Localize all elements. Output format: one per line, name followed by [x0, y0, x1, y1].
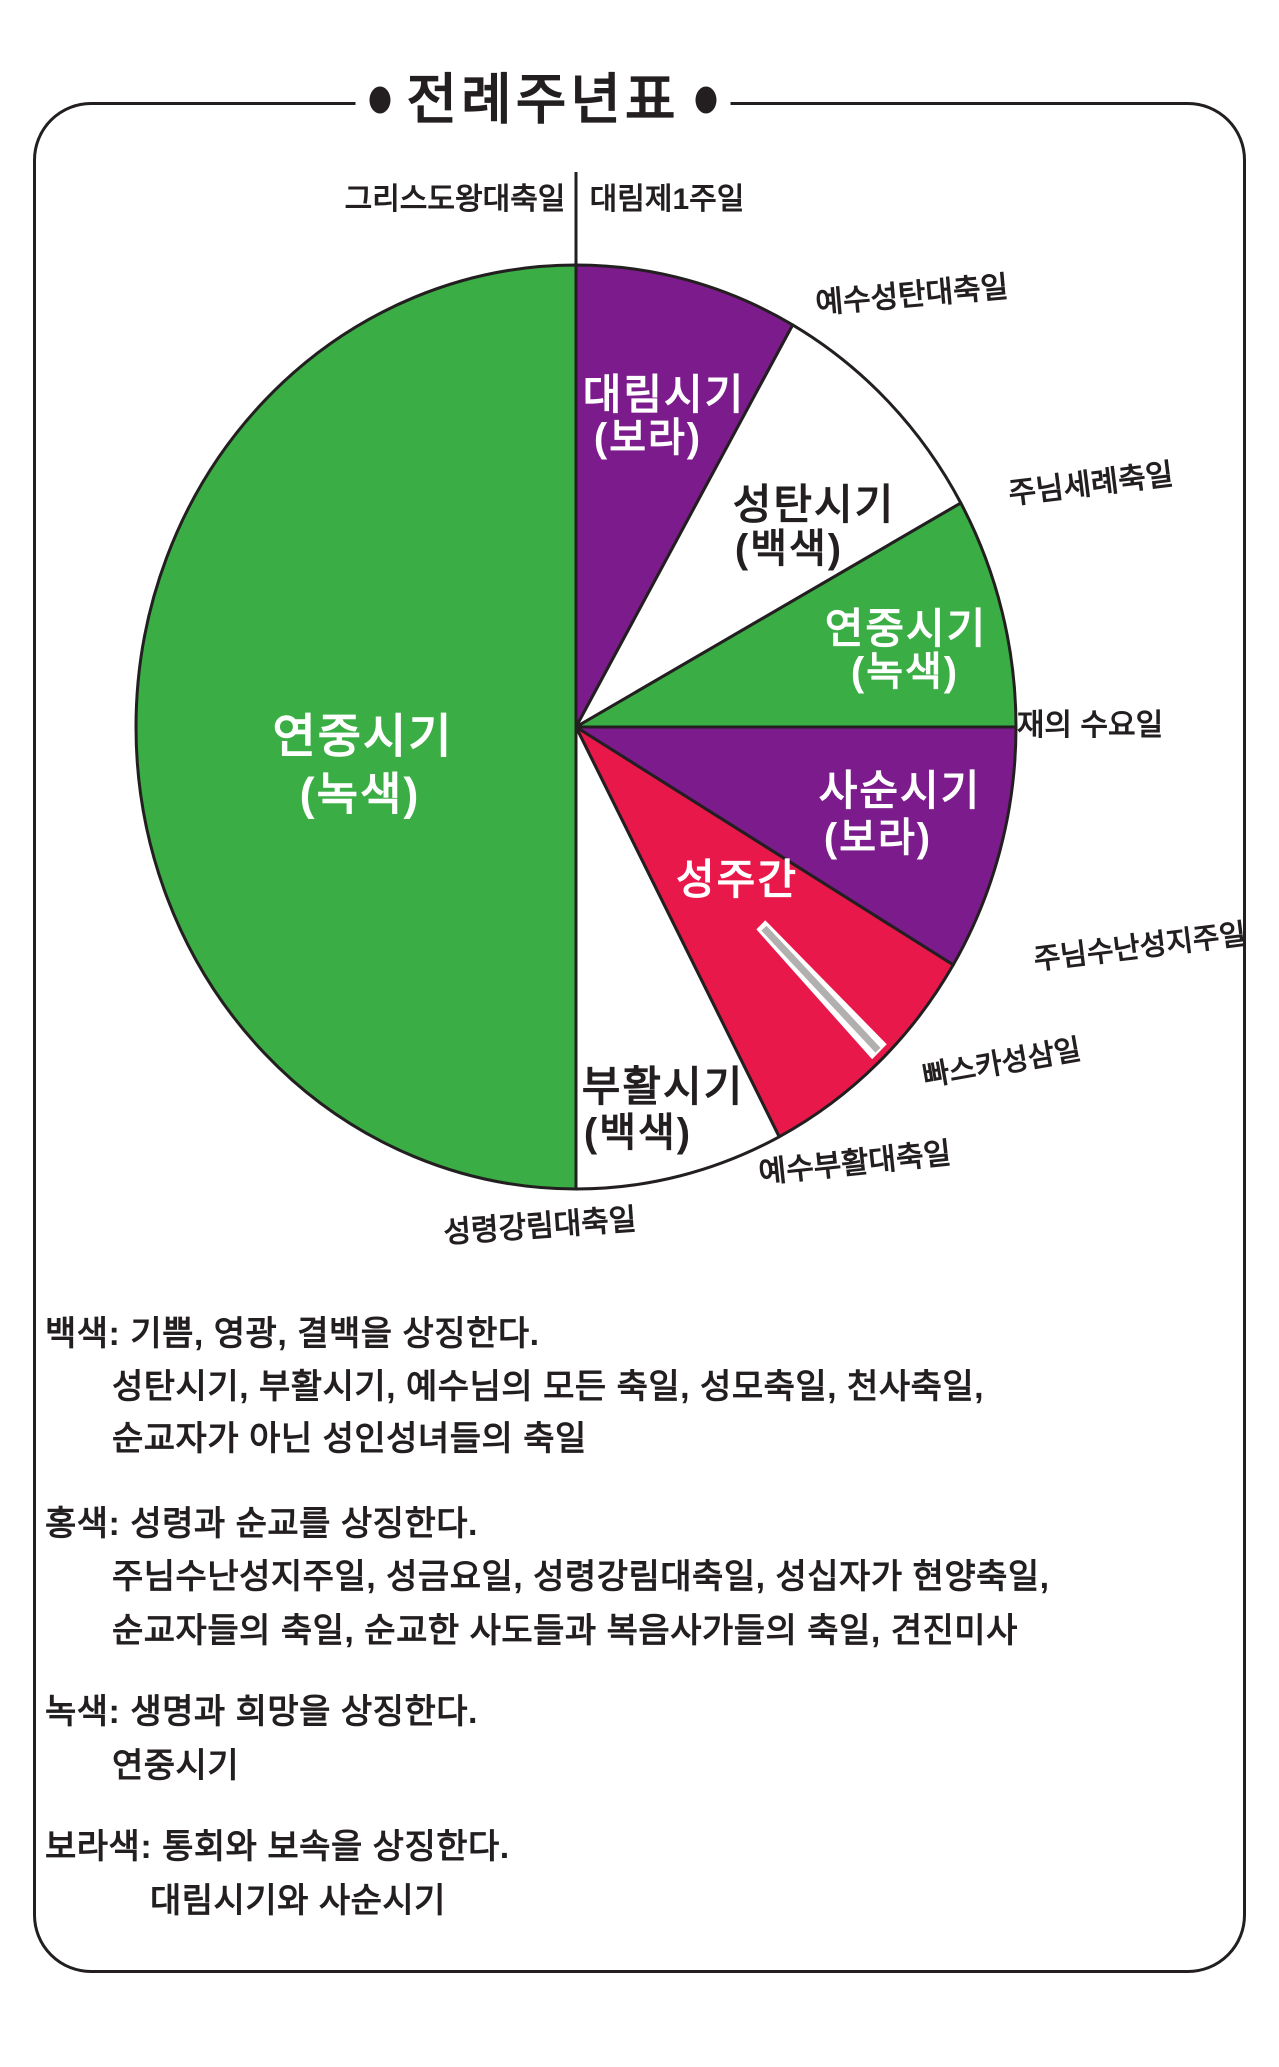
- pie-slice-ordinary-first: [574, 501, 1018, 729]
- page-title: 전례주년표: [406, 68, 680, 131]
- pie-slice-easter: [574, 725, 781, 1191]
- pie-slice-advent: [574, 263, 795, 729]
- title-bullet-right-icon: [695, 86, 717, 114]
- paschal-triduum-band-gray-core: [761, 925, 881, 1053]
- pie-slice-christmas: [574, 323, 963, 729]
- pie-slice-lent: [574, 725, 1018, 967]
- pie-slice-ordinary-second: [134, 263, 578, 1191]
- page-title-band: 전례주년표: [355, 68, 731, 131]
- title-bullet-left-icon: [369, 86, 391, 114]
